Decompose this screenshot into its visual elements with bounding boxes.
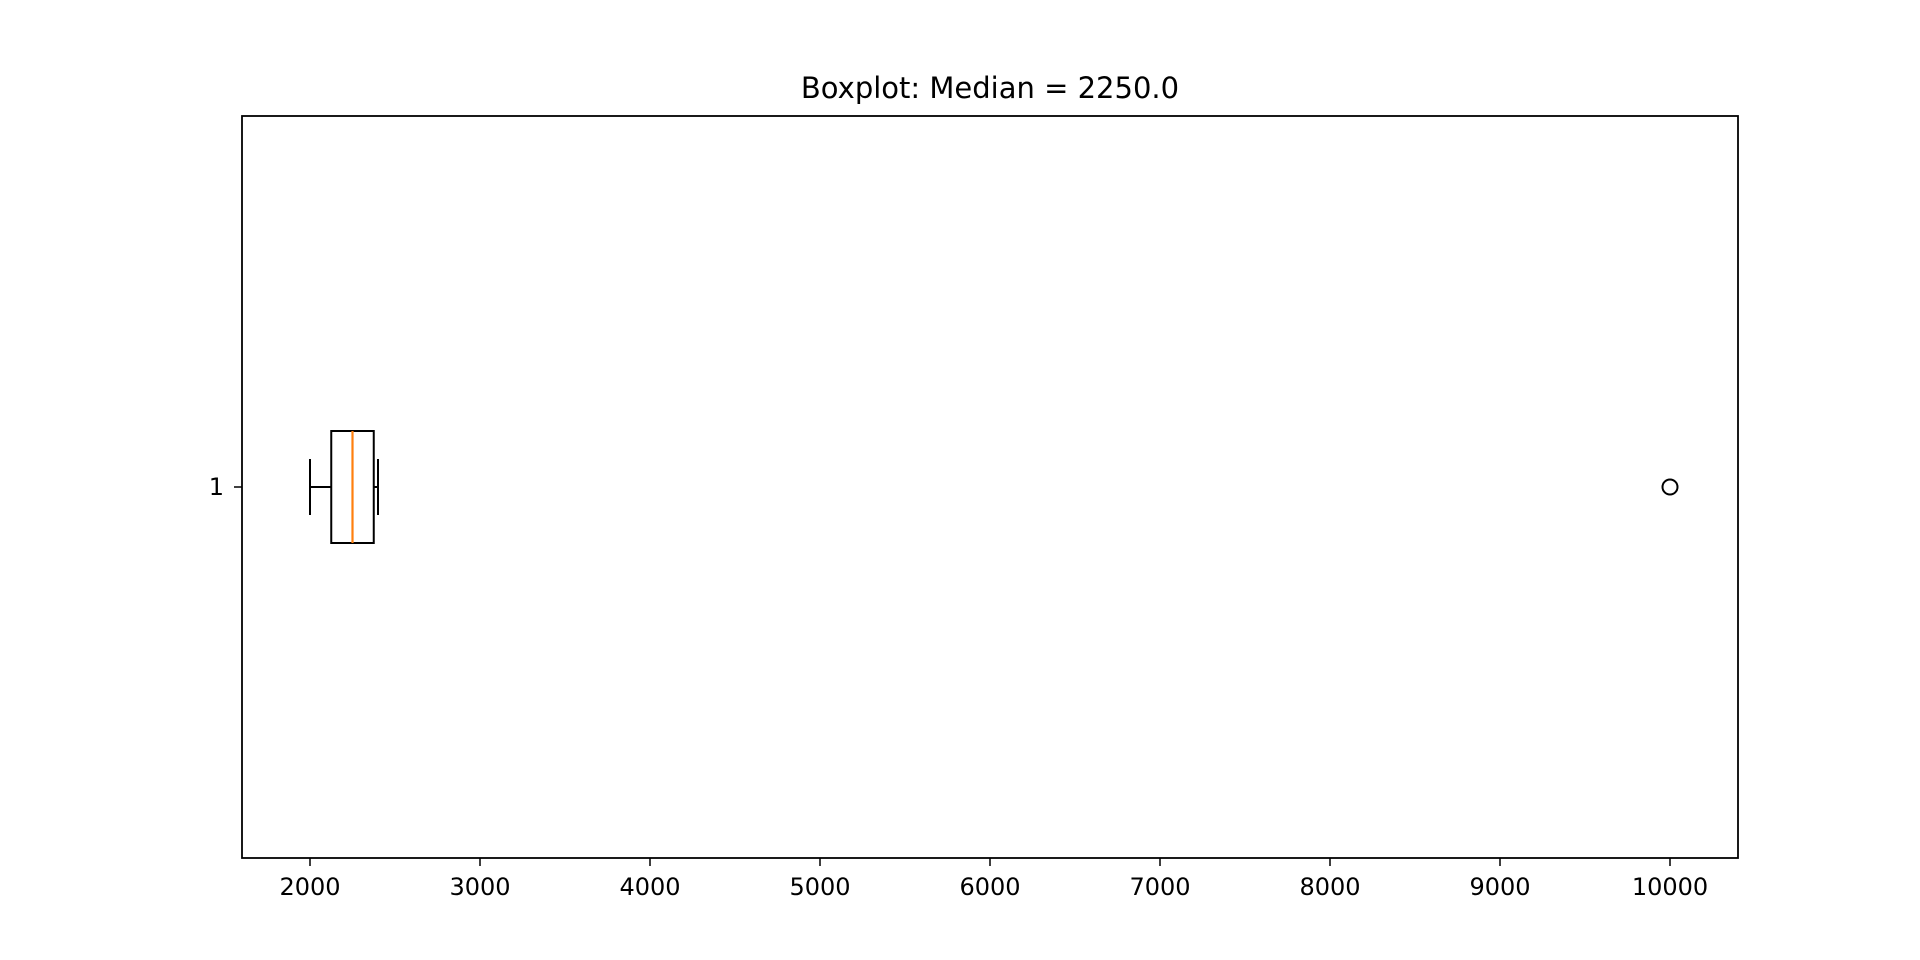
x-tick-label: 2000 (279, 873, 340, 901)
chart-title: Boxplot: Median = 2250.0 (801, 71, 1179, 105)
x-tick-label: 5000 (789, 873, 850, 901)
axes-frame (241, 115, 1739, 859)
y-tick-label: 1 (209, 473, 224, 501)
x-axis: 2000 3000 4000 5000 6000 7000 8000 9000 10000 (279, 858, 1708, 901)
x-tick-label: 9000 (1469, 873, 1530, 901)
x-tick-label: 8000 (1299, 873, 1360, 901)
x-tick-label: 7000 (1129, 873, 1190, 901)
x-tick-label: 4000 (619, 873, 680, 901)
x-tick-label: 3000 (449, 873, 510, 901)
x-tick-label: 10000 (1632, 873, 1708, 901)
x-tick-label: 6000 (959, 873, 1020, 901)
y-axis: 1 (209, 473, 242, 501)
outlier-point (1661, 478, 1679, 496)
plot-area (241, 115, 1739, 859)
